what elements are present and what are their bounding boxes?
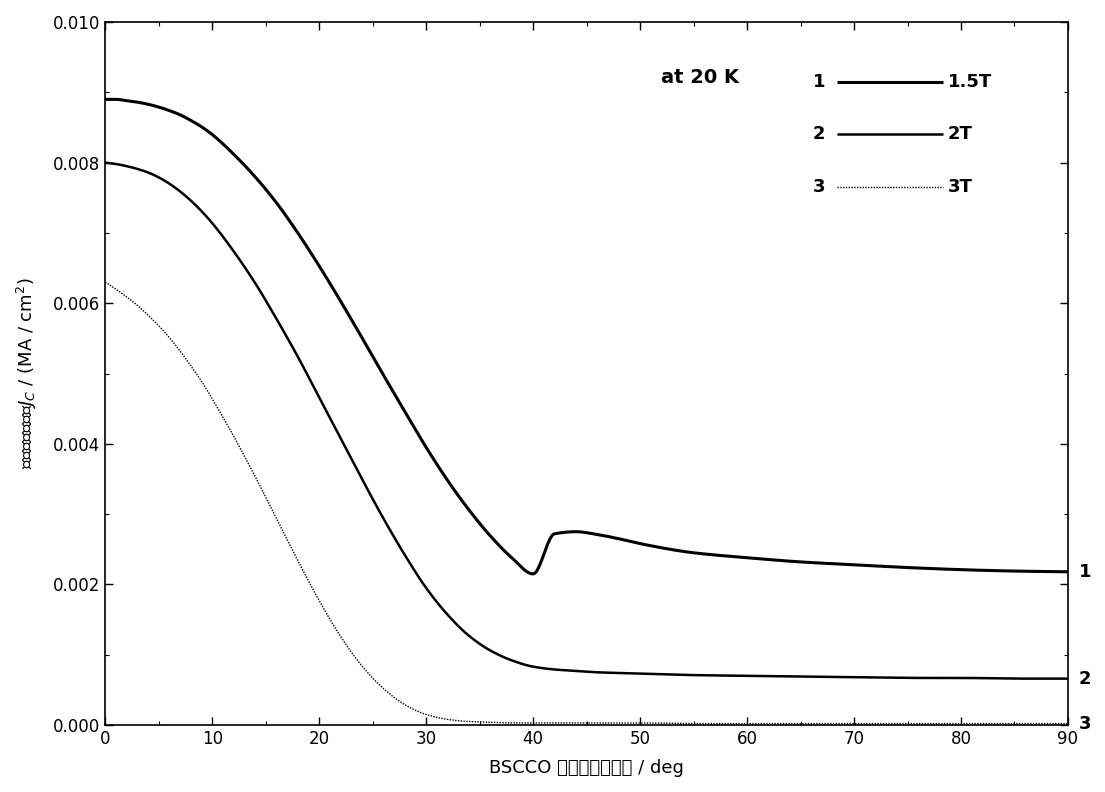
Text: 1: 1 (1078, 563, 1091, 581)
X-axis label: BSCCO 表面与磁场夹角 / deg: BSCCO 表面与磁场夹角 / deg (490, 759, 684, 777)
Text: 2T: 2T (948, 125, 972, 143)
Text: 2: 2 (813, 125, 825, 143)
Text: 3T: 3T (948, 178, 972, 196)
Text: 3: 3 (1078, 714, 1091, 733)
Text: at 20 K: at 20 K (662, 67, 739, 86)
Text: 2: 2 (1078, 669, 1091, 687)
Text: 3: 3 (813, 178, 825, 196)
Y-axis label: 临界电流密度，$J_C$ / (MA / cm$^2$): 临界电流密度，$J_C$ / (MA / cm$^2$) (15, 278, 39, 469)
Text: 1: 1 (813, 73, 825, 91)
Text: 1.5T: 1.5T (948, 73, 992, 91)
